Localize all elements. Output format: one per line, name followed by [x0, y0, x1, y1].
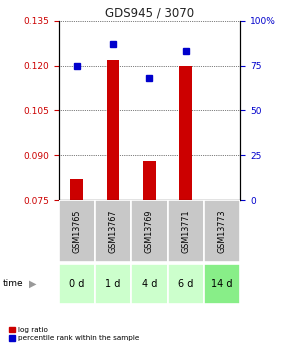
- Bar: [95, 264, 131, 304]
- Bar: [131, 264, 168, 304]
- Bar: [131, 200, 168, 262]
- Text: ▶: ▶: [29, 279, 37, 289]
- Text: 14 d: 14 d: [211, 279, 233, 289]
- Text: 1 d: 1 d: [105, 279, 121, 289]
- Text: 0 d: 0 d: [69, 279, 84, 289]
- Text: GSM13773: GSM13773: [218, 209, 226, 253]
- Text: GSM13771: GSM13771: [181, 209, 190, 253]
- Text: time: time: [3, 279, 23, 288]
- Text: GSM13767: GSM13767: [109, 209, 117, 253]
- Bar: [59, 200, 95, 262]
- Bar: [95, 200, 131, 262]
- Bar: [168, 200, 204, 262]
- Legend: log ratio, percentile rank within the sample: log ratio, percentile rank within the sa…: [9, 327, 139, 342]
- Title: GDS945 / 3070: GDS945 / 3070: [105, 7, 194, 20]
- Text: GSM13765: GSM13765: [72, 209, 81, 253]
- Text: GSM13769: GSM13769: [145, 209, 154, 253]
- Bar: [179, 66, 192, 200]
- Bar: [107, 60, 120, 200]
- Bar: [204, 200, 240, 262]
- Bar: [168, 264, 204, 304]
- Bar: [59, 264, 95, 304]
- Text: 6 d: 6 d: [178, 279, 193, 289]
- Bar: [204, 264, 240, 304]
- Bar: [143, 161, 156, 200]
- Text: 4 d: 4 d: [142, 279, 157, 289]
- Bar: [70, 179, 83, 200]
